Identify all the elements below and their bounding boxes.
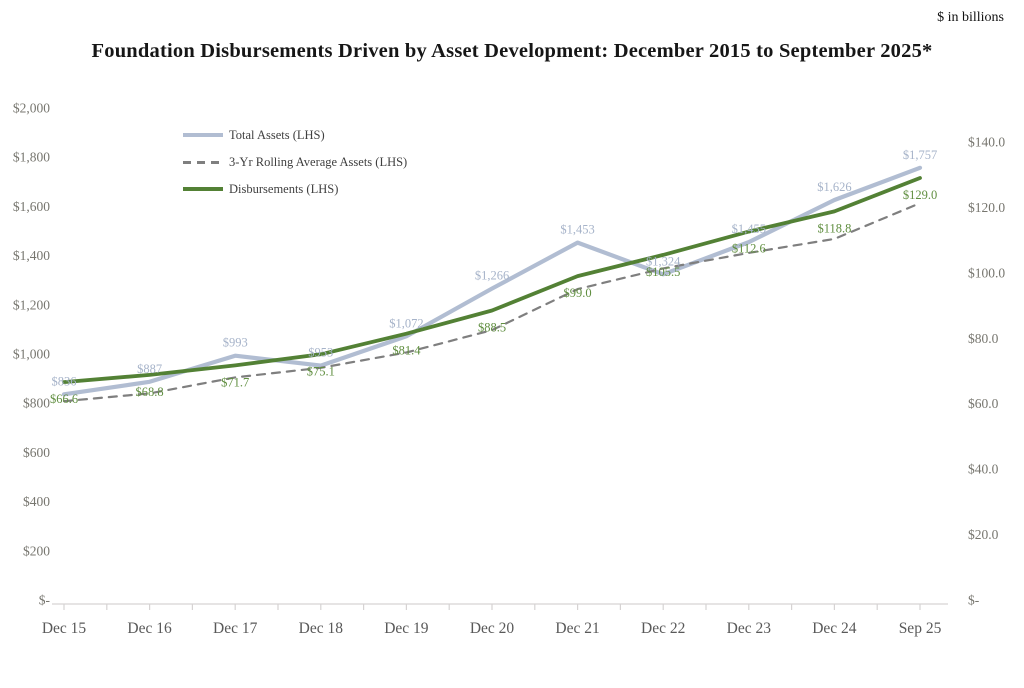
- series-line-3-yr-rolling-average-assets-lhs: [62, 202, 922, 403]
- data-label-total-assets-lhs: $1,266: [475, 269, 509, 283]
- legend-swatch-total-assets: [183, 133, 223, 137]
- series-line-disbursements-lhs: [62, 176, 922, 385]
- y-axis-label-right: $20.0: [968, 527, 999, 542]
- legend-item-total-assets: Total Assets (LHS): [183, 128, 407, 142]
- data-label-total-assets-lhs: $993: [223, 336, 248, 350]
- x-axis-label: Dec 16: [127, 620, 172, 637]
- y-axis-label-right: $120.0: [968, 200, 1005, 215]
- data-label-total-assets-lhs: $887: [137, 362, 162, 376]
- x-axis-label: Dec 22: [641, 620, 685, 637]
- y-axis-label-right: $100.0: [968, 265, 1005, 280]
- legend-swatch-disbursements: [183, 187, 223, 191]
- data-label-total-assets-lhs: $1,626: [817, 180, 851, 194]
- data-label-disbursements-lhs: $75.1: [307, 364, 335, 378]
- y-axis-label-left: $800: [23, 396, 50, 411]
- legend-item-disbursements: Disbursements (LHS): [183, 182, 407, 196]
- series-line-total-assets-lhs: [61, 165, 923, 397]
- x-axis-label: Dec 15: [42, 620, 87, 637]
- data-label-disbursements-lhs: $81.4: [392, 344, 421, 358]
- legend-label: Disbursements (LHS): [229, 182, 339, 196]
- y-axis-label-right: $80.0: [968, 331, 999, 346]
- y-axis-label-left: $-: [39, 593, 51, 608]
- data-label-total-assets-lhs: $1,757: [903, 148, 937, 162]
- data-label-disbursements-lhs: $68.8: [136, 385, 164, 399]
- data-label-total-assets-lhs: $953: [308, 346, 333, 360]
- x-axis-label: Dec 18: [299, 620, 344, 637]
- x-axis-label: Dec 24: [812, 620, 857, 637]
- y-axis-label-left: $200: [23, 543, 50, 558]
- data-label-total-assets-lhs: $836: [52, 374, 77, 388]
- chart-title: Foundation Disbursements Driven by Asset…: [91, 40, 933, 62]
- data-label-disbursements-lhs: $129.0: [903, 188, 937, 202]
- x-axis-label: Dec 20: [470, 620, 515, 637]
- y-axis-label-right: $60.0: [968, 396, 999, 411]
- data-label-disbursements-lhs: $99.0: [564, 286, 592, 300]
- data-label-disbursements-lhs: $88.5: [478, 320, 506, 334]
- y-axis-label-left: $1,800: [13, 150, 50, 165]
- legend-item-rolling-average: 3-Yr Rolling Average Assets (LHS): [183, 155, 407, 169]
- data-label-total-assets-lhs: $1,324: [646, 254, 681, 268]
- chart-legend: Total Assets (LHS) 3-Yr Rolling Average …: [183, 128, 407, 209]
- data-label-disbursements-lhs: $66.6: [50, 392, 78, 406]
- y-axis-label-right: $-: [968, 593, 980, 608]
- data-label-total-assets-lhs: $1,072: [389, 316, 423, 330]
- data-label-total-assets-lhs: $1,453: [560, 223, 594, 237]
- legend-swatch-rolling-average: [183, 160, 223, 164]
- data-label-disbursements-lhs: $71.7: [221, 375, 249, 389]
- y-axis-label-right: $140.0: [968, 135, 1005, 150]
- y-axis-label-left: $1,400: [13, 248, 50, 263]
- x-axis-label: Dec 21: [555, 620, 599, 637]
- legend-label: Total Assets (LHS): [229, 128, 325, 142]
- y-axis-label-left: $1,200: [13, 297, 50, 312]
- y-axis-label-left: $400: [23, 494, 50, 509]
- x-axis-label: Dec 17: [213, 620, 258, 637]
- y-axis-label-left: $2,000: [13, 101, 50, 116]
- y-axis-label-left: $1,000: [13, 347, 50, 362]
- y-axis-label-right: $40.0: [968, 462, 999, 477]
- y-axis-label-left: $600: [23, 445, 50, 460]
- x-axis-label: Dec 19: [384, 620, 429, 637]
- data-label-disbursements-lhs: $118.8: [817, 221, 851, 235]
- legend-label: 3-Yr Rolling Average Assets (LHS): [229, 155, 408, 169]
- x-axis-label: Sep 25: [899, 620, 942, 637]
- data-label-total-assets-lhs: $1,455: [732, 222, 766, 236]
- data-label-disbursements-lhs: $105.5: [646, 265, 680, 279]
- units-note: $ in billions: [937, 10, 1004, 25]
- data-label-disbursements-lhs: $112.6: [732, 242, 766, 256]
- y-axis-label-left: $1,600: [13, 199, 50, 214]
- x-axis-label: Dec 23: [727, 620, 772, 637]
